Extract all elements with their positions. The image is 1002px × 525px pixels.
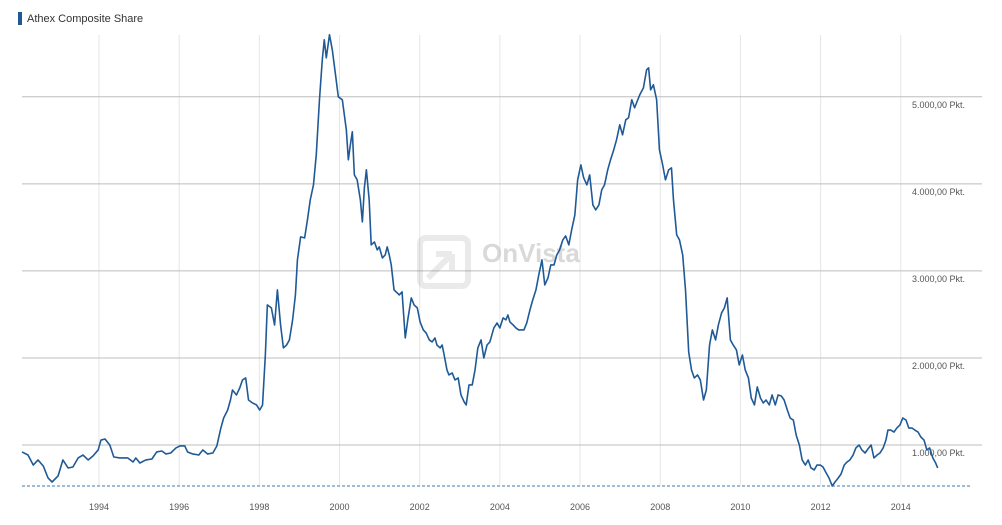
legend-label: Athex Composite Share bbox=[27, 13, 143, 25]
watermark-logo bbox=[417, 235, 471, 289]
x-tick-label: 2014 bbox=[891, 502, 911, 512]
y-tick-label: 1.000,00 Pkt. bbox=[912, 448, 965, 458]
x-tick-label: 2006 bbox=[570, 502, 590, 512]
x-tick-label: 2012 bbox=[811, 502, 831, 512]
y-tick-label: 3.000,00 Pkt. bbox=[912, 274, 965, 284]
watermark: OnVista bbox=[482, 238, 580, 268]
y-tick-label: 5.000,00 Pkt. bbox=[912, 100, 965, 110]
price-line bbox=[21, 33, 939, 487]
x-tick-label: 2000 bbox=[330, 502, 350, 512]
x-tick-label: 1998 bbox=[249, 502, 269, 512]
x-tick-label: 1994 bbox=[89, 502, 109, 512]
x-tick-label: 1996 bbox=[169, 502, 189, 512]
y-tick-label: 2.000,00 Pkt. bbox=[912, 361, 965, 371]
legend-marker bbox=[18, 12, 22, 25]
x-tick-label: 2008 bbox=[650, 502, 670, 512]
x-tick-label: 2002 bbox=[410, 502, 430, 512]
x-tick-label: 2004 bbox=[490, 502, 510, 512]
y-tick-label: 4.000,00 Pkt. bbox=[912, 187, 965, 197]
x-tick-label: 2010 bbox=[730, 502, 750, 512]
grid bbox=[22, 35, 982, 487]
